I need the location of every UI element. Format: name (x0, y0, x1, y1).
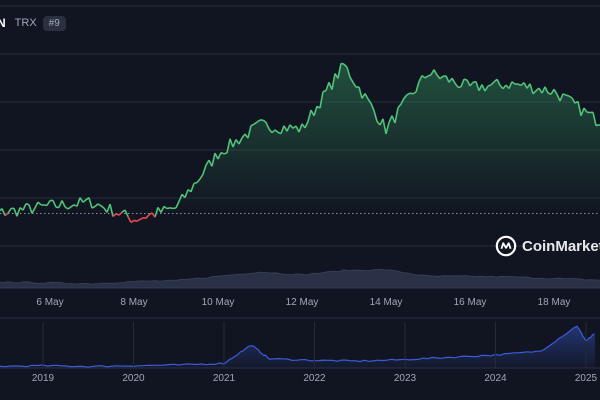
volume-fill (0, 268, 600, 289)
price-area-fill (0, 63, 600, 214)
watermark: CoinMarketCap (495, 235, 600, 257)
coin-name: N (0, 16, 6, 30)
rank-badge: #9 (42, 15, 66, 31)
x-tick-label: 10 May (202, 297, 235, 308)
x-tick-label: 16 May (454, 297, 487, 308)
x-tick-label: 14 May (370, 297, 403, 308)
price-line (0, 62, 600, 224)
x-tick-label: 12 May (286, 297, 319, 308)
navigator-year-label: 2025 (575, 373, 598, 384)
navigator-year-label: 2020 (122, 373, 145, 384)
coin-header: N TRX #9 (0, 12, 66, 34)
navigator-line (0, 325, 595, 368)
navigator-year-label: 2019 (32, 373, 55, 384)
navigator[interactable]: 2019 2020 2021 2022 2023 2024 2025 (0, 317, 600, 384)
x-tick-label: 8 May (120, 297, 147, 308)
coinmarketcap-logo-icon (495, 235, 517, 257)
watermark-text: CoinMarketCap (522, 237, 600, 255)
price-line-down (4, 211, 156, 224)
price-line-up (0, 62, 600, 218)
price-area (0, 63, 600, 214)
volume-area (0, 268, 600, 289)
navigator-year-label: 2023 (394, 373, 417, 384)
navigator-year-label: 2021 (213, 373, 236, 384)
navigator-year-label: 2024 (484, 373, 507, 384)
navigator-year-label: 2022 (303, 373, 326, 384)
navigator-area (0, 326, 596, 368)
x-tick-label: 6 May (36, 297, 63, 308)
coin-symbol: TRX (14, 17, 37, 29)
x-tick-label: 18 May (538, 297, 571, 308)
